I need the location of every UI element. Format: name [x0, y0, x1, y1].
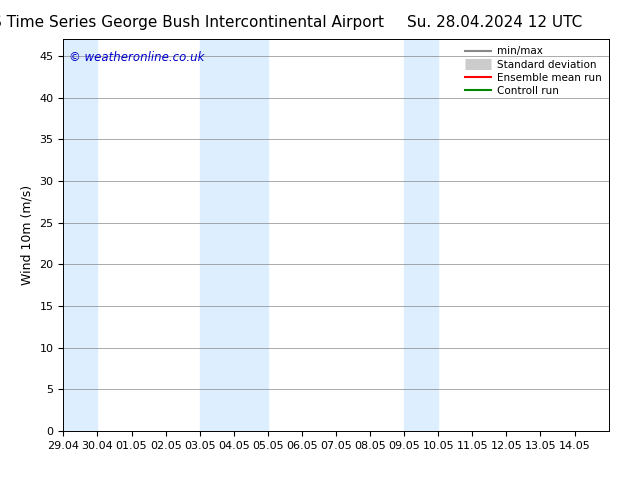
Y-axis label: Wind 10m (m/s): Wind 10m (m/s) [21, 185, 34, 285]
Text: Su. 28.04.2024 12 UTC: Su. 28.04.2024 12 UTC [407, 15, 582, 30]
Legend: min/max, Standard deviation, Ensemble mean run, Controll run: min/max, Standard deviation, Ensemble me… [461, 42, 605, 100]
Bar [200, 39, 268, 431]
Bar [404, 39, 438, 431]
Text: © weatheronline.co.uk: © weatheronline.co.uk [69, 51, 204, 64]
Bar [63, 39, 98, 431]
Text: ENS Time Series George Bush Intercontinental Airport: ENS Time Series George Bush Intercontine… [0, 15, 384, 30]
